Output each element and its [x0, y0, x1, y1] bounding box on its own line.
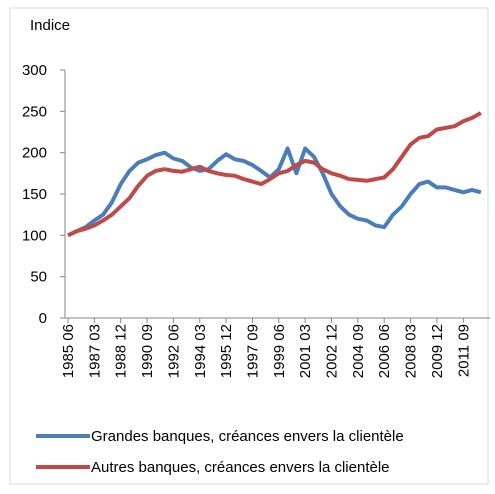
x-tick-label: 2002 12 [324, 324, 341, 378]
y-tick-label: 150 [22, 186, 47, 203]
x-tick-label: 2006 06 [376, 324, 393, 378]
series-line [67, 111, 482, 238]
x-tick-label: 1995 12 [218, 324, 235, 378]
x-tick-label: 2004 09 [350, 324, 367, 378]
x-tick-label: 2009 12 [429, 324, 446, 378]
x-tick-label: 1990 09 [139, 324, 156, 378]
x-tick-label: 1985 06 [60, 324, 77, 378]
y-tick-label: 0 [39, 310, 47, 327]
x-tick-label: 2008 03 [403, 324, 420, 378]
x-tick-label: 2001 03 [297, 324, 314, 378]
y-tick-label: 100 [22, 227, 47, 244]
y-tick-label: 50 [30, 269, 47, 286]
legend-label: Grandes banques, créances envers la clie… [91, 428, 404, 445]
y-tick-label: 300 [22, 62, 47, 79]
x-tick-label: 1988 12 [113, 324, 130, 378]
x-tick-label: 2011 09 [455, 324, 472, 377]
y-tick-label: 250 [22, 103, 47, 120]
y-tick-label: 200 [22, 145, 47, 162]
legend-label: Autres banques, créances envers la clien… [91, 459, 390, 476]
x-tick-label: 1992 06 [165, 324, 182, 378]
chart-border [9, 7, 489, 485]
x-tick-label: 1987 03 [86, 324, 103, 378]
x-tick-label: 1997 09 [244, 324, 261, 378]
x-tick-label: 1999 06 [271, 324, 288, 378]
series-line [67, 146, 482, 238]
y-axis-title: Indice [30, 17, 70, 34]
x-tick-label: 1994 03 [192, 324, 209, 378]
